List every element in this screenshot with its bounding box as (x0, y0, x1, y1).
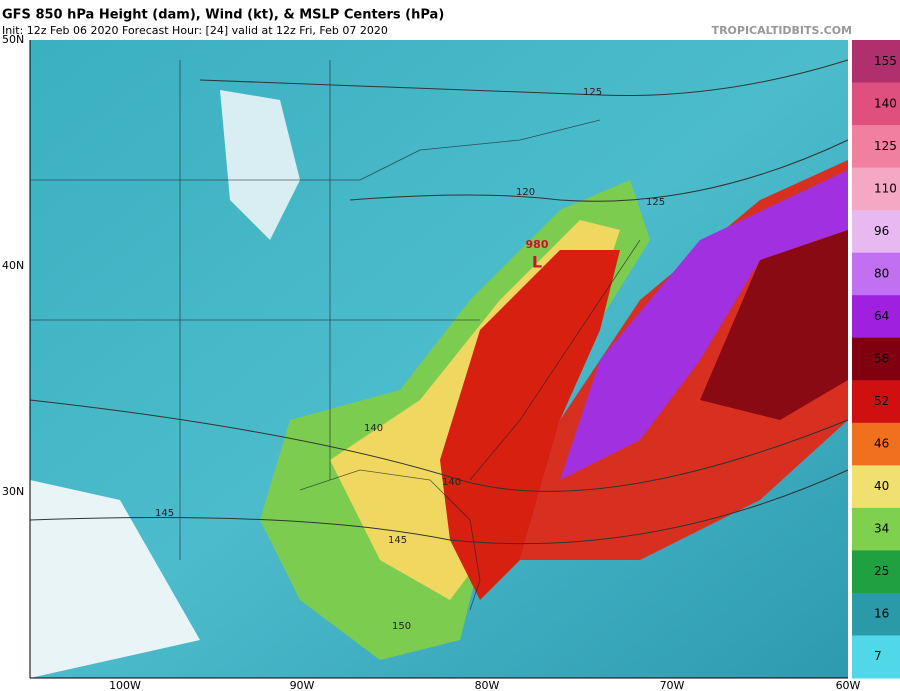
contour (199, 59, 849, 97)
colorbar-band (852, 167, 900, 211)
lat-label: 30N (2, 485, 24, 498)
lon-label: 90W (290, 679, 315, 691)
colorbar-band (852, 82, 900, 126)
colorbar-label: 80 (874, 266, 889, 280)
colorbar-band (852, 295, 900, 339)
contour-label: 145 (388, 535, 407, 546)
colorbar-band (852, 550, 900, 594)
contour-label: 145 (155, 508, 174, 519)
contour-label: 125 (583, 87, 602, 98)
lon-label: 70W (660, 679, 685, 691)
coastline (299, 469, 481, 611)
lon-label: 100W (109, 679, 141, 691)
colorbar-label: 110 (874, 181, 897, 195)
colorbar-band (852, 380, 900, 424)
colorbar-label: 46 (874, 437, 889, 451)
watermark: TROPICALTIDBITS.COM (712, 24, 852, 37)
colorbar-band (852, 210, 900, 254)
colorbar: 155 140 125 110 96 80 64 58 52 46 40 34 25 16 7 (852, 40, 900, 679)
colorbar-band (852, 592, 900, 636)
colorbar-label: 7 (874, 649, 882, 663)
colorbar-band (852, 635, 900, 679)
lat-label: 50N (2, 33, 24, 46)
light-region (220, 90, 300, 240)
contour (349, 139, 849, 202)
contour-label: 150 (392, 621, 411, 632)
lon-label: 60W (836, 679, 861, 691)
low-pressure: 980 (526, 238, 549, 251)
border-line (30, 119, 601, 181)
subtitle: Init: 12z Feb 06 2020 Forecast Hour: [24… (2, 24, 388, 37)
title: GFS 850 hPa Height (dam), Wind (kt), & M… (2, 8, 444, 23)
purple-swath (560, 170, 848, 480)
low-symbol: L (532, 253, 542, 272)
boundaries (30, 60, 641, 611)
colorbar-label: 96 (874, 224, 889, 238)
contour-label: 140 (442, 477, 461, 488)
contour (29, 399, 849, 492)
colorbar-label: 125 (874, 139, 897, 153)
light-region (30, 480, 200, 678)
coastline (469, 239, 641, 481)
contour-label: 120 (516, 187, 535, 198)
colorbar-band (852, 252, 900, 296)
lat-label: 40N (2, 259, 24, 272)
colorbar-label: 25 (874, 564, 889, 578)
dark-red-core (700, 230, 848, 420)
colorbar-label: 64 (874, 309, 889, 323)
colorbar-band (852, 125, 900, 169)
contour (29, 469, 849, 545)
colorbar-label: 155 (874, 54, 897, 68)
colorbar-band (852, 465, 900, 509)
colorbar-label: 52 (874, 394, 889, 408)
colorbar-band (852, 422, 900, 466)
colorbar-label: 140 (874, 96, 897, 110)
colorbar-band (852, 507, 900, 551)
colorbar-label: 40 (874, 479, 889, 493)
lon-label: 80W (475, 679, 500, 691)
contour-label: 140 (364, 423, 383, 434)
colorbar-label: 58 (874, 352, 889, 366)
colorbar-band (852, 337, 900, 381)
contour-label: 125 (646, 197, 665, 208)
height-contours (29, 59, 849, 545)
colorbar-band (852, 40, 900, 84)
colorbar-label: 16 (874, 607, 889, 621)
colorbar-label: 34 (874, 522, 889, 536)
